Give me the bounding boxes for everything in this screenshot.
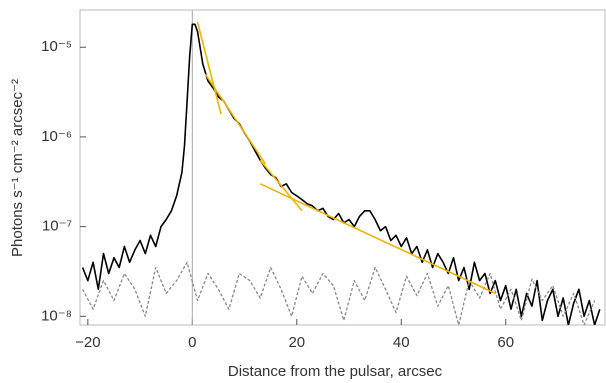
- y-axis-label: Photons s⁻¹ cm⁻² arcsec⁻²: [9, 79, 26, 257]
- series-line: [196, 22, 222, 115]
- series-line: [259, 159, 303, 212]
- y-tick-label: 10⁻⁷: [42, 218, 72, 235]
- series-line: [259, 183, 496, 295]
- x-tick-label: 20: [288, 334, 305, 351]
- x-tick-label: 0: [188, 334, 196, 351]
- plot-frame: [79, 9, 606, 326]
- y-tick-label: 10⁻⁵: [41, 38, 72, 55]
- y-tick-label: 10⁻⁶: [41, 128, 72, 145]
- x-axis-label: Distance from the pulsar, arcsec: [228, 363, 443, 380]
- series-line: [204, 73, 267, 165]
- series-line: [82, 261, 596, 325]
- series-line: [81, 23, 601, 325]
- x-tick-label: 60: [497, 334, 514, 351]
- x-tick-label: −20: [75, 334, 100, 351]
- y-tick-label: 10⁻⁸: [41, 307, 72, 324]
- x-tick-label: 40: [393, 334, 410, 351]
